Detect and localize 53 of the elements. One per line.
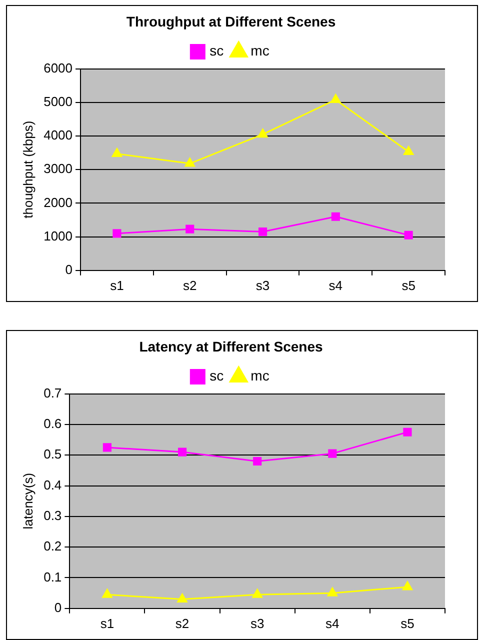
point xyxy=(402,581,413,590)
point xyxy=(102,443,112,452)
point xyxy=(112,148,122,158)
point xyxy=(184,158,195,167)
x-tick-label: s2 xyxy=(182,278,197,293)
legend-label: mc xyxy=(250,368,270,384)
y-tick-label: 0.4 xyxy=(44,477,62,492)
point xyxy=(258,227,268,236)
point xyxy=(186,224,194,234)
y-tick-label: 2000 xyxy=(44,194,73,210)
y-tick-label: 3000 xyxy=(44,161,73,176)
y-tick-label: 0.2 xyxy=(44,538,62,554)
y-tick-label: 0 xyxy=(54,600,62,615)
y-tick-label: 0.7 xyxy=(44,385,62,400)
point xyxy=(177,593,188,602)
point xyxy=(102,588,112,598)
x-tick-label: s4 xyxy=(326,616,340,631)
y-axis-title: latency(s) xyxy=(20,472,36,530)
x-tick-label: s4 xyxy=(328,278,343,293)
point xyxy=(253,456,262,466)
x-tick-label: s3 xyxy=(250,616,264,631)
legend-label: mc xyxy=(250,42,270,59)
y-tick-label: 0.3 xyxy=(44,508,62,524)
x-tick-label: s3 xyxy=(256,278,270,293)
y-tick-label: 0 xyxy=(65,262,73,277)
y-tick-label: 6000 xyxy=(44,60,73,76)
y-axis-title: thoughput (kbps) xyxy=(20,120,36,218)
chart-title: Latency at Different Scenes xyxy=(139,338,324,354)
legend-label: sc xyxy=(210,42,224,59)
y-tick-label: 0.5 xyxy=(44,446,62,462)
point xyxy=(403,146,414,156)
y-tick-label: 0.6 xyxy=(44,416,62,432)
y-tick-label: 5000 xyxy=(44,94,73,109)
y-tick-label: 4000 xyxy=(44,128,73,143)
y-tick-label: 0.1 xyxy=(44,569,62,584)
x-tick-label: s5 xyxy=(400,616,414,631)
point xyxy=(258,128,268,138)
x-tick-label: s1 xyxy=(100,616,114,631)
point xyxy=(112,229,122,238)
point xyxy=(403,428,412,436)
point xyxy=(327,587,338,596)
x-tick-label: s1 xyxy=(110,278,124,293)
chart-title: Throughput at Different Scenes xyxy=(126,13,336,30)
y-tick-label: 1000 xyxy=(44,228,73,244)
point xyxy=(331,212,340,221)
legend-label: sc xyxy=(210,368,224,384)
point xyxy=(252,588,262,598)
x-tick-label: s2 xyxy=(175,616,190,631)
point xyxy=(328,449,337,458)
x-tick-label: s5 xyxy=(402,278,416,293)
point xyxy=(178,448,187,456)
point xyxy=(330,94,341,103)
point xyxy=(404,230,413,240)
